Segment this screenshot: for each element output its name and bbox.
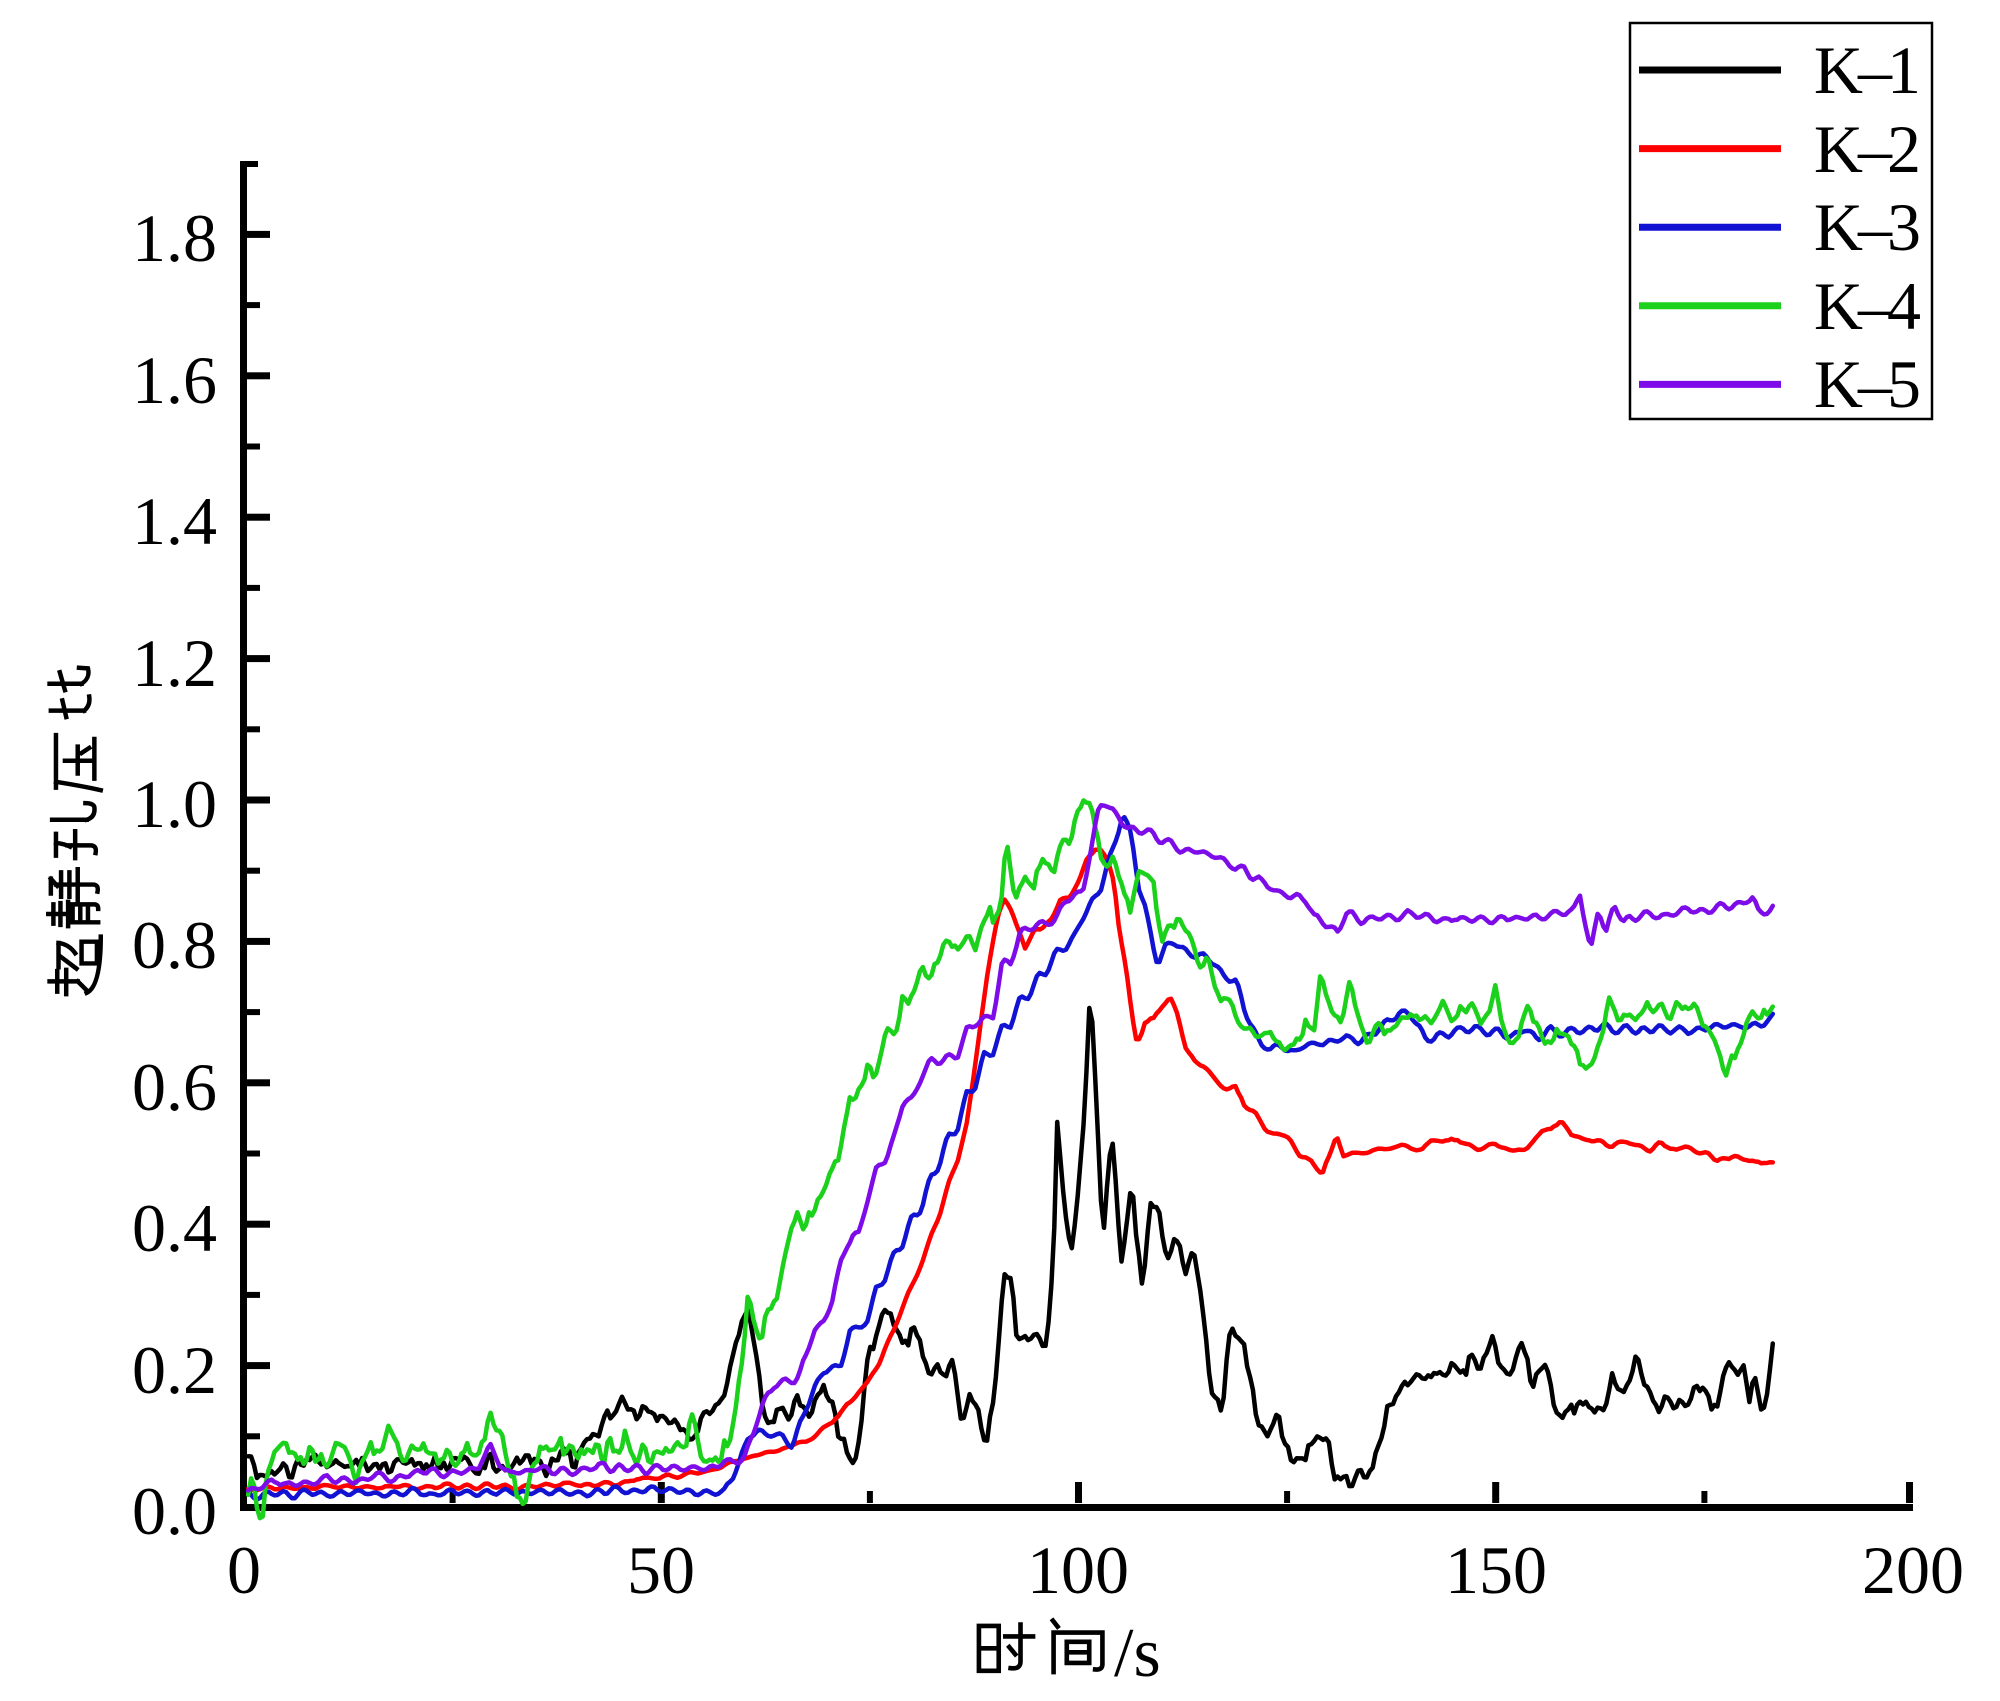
svg-text:K–1: K–1	[1814, 32, 1917, 108]
svg-text:K–5: K–5	[1814, 346, 1919, 422]
svg-text:K–2: K–2	[1814, 111, 1918, 187]
svg-text:1.0: 1.0	[132, 766, 217, 842]
svg-text:0.6: 0.6	[132, 1049, 217, 1125]
svg-text:1.4: 1.4	[132, 483, 217, 559]
svg-text:100: 100	[1027, 1532, 1129, 1608]
svg-text:200: 200	[1862, 1532, 1964, 1608]
svg-text:0.8: 0.8	[132, 907, 217, 983]
svg-text:1.8: 1.8	[132, 200, 217, 276]
svg-text:50: 50	[627, 1532, 695, 1608]
svg-text:0.4: 0.4	[132, 1190, 217, 1266]
svg-text:0.2: 0.2	[132, 1332, 217, 1408]
svg-text:0: 0	[227, 1532, 261, 1608]
svg-text:/s: /s	[1114, 1615, 1161, 1692]
svg-text:K–4: K–4	[1814, 268, 1920, 344]
svg-text:1.2: 1.2	[132, 625, 217, 701]
svg-text:K–3: K–3	[1814, 189, 1919, 265]
svg-text:0.0: 0.0	[132, 1473, 217, 1549]
svg-text:150: 150	[1445, 1532, 1547, 1608]
svg-text:1.6: 1.6	[132, 342, 217, 418]
